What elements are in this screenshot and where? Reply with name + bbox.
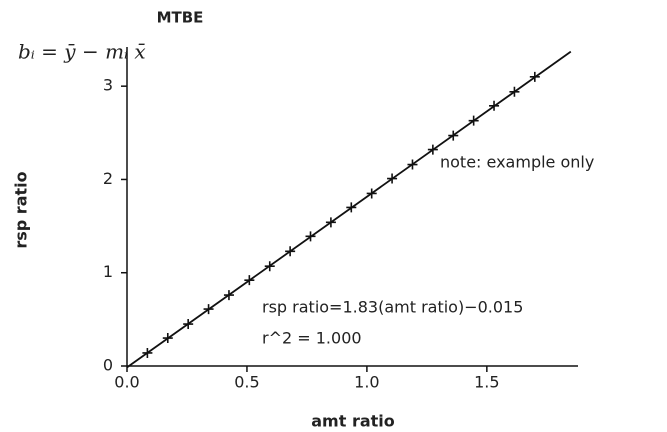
point	[489, 100, 500, 111]
y-tick-label: 2	[103, 169, 113, 188]
point	[264, 261, 275, 272]
annotation: note: example only	[440, 153, 594, 172]
point	[142, 347, 153, 358]
point	[285, 246, 296, 257]
annotation: r^2 = 1.000	[262, 329, 362, 348]
point	[183, 319, 194, 330]
point	[448, 130, 459, 141]
point	[529, 71, 540, 82]
fit-line	[126, 50, 572, 369]
y-tick-label: 1	[103, 262, 113, 281]
y-tick-label: 0	[103, 356, 113, 375]
point	[346, 202, 357, 213]
point	[387, 173, 398, 184]
point	[468, 115, 479, 126]
point	[366, 188, 377, 199]
point	[325, 217, 336, 228]
x-tick-label: 1.0	[354, 373, 379, 392]
point	[203, 304, 214, 315]
point	[223, 290, 234, 301]
x-tick-label: 0.0	[114, 373, 139, 392]
point	[427, 144, 438, 155]
formula: bᵢ = ȳ − mᵢ x̄	[18, 40, 146, 64]
y-axis-label: rsp ratio	[12, 171, 31, 248]
point	[305, 231, 316, 242]
x-tick-label: 0.5	[234, 373, 259, 392]
x-axis-label: amt ratio	[311, 412, 395, 431]
chart-title: MTBE	[157, 9, 204, 27]
point	[509, 86, 520, 97]
y-tick-label: 3	[103, 76, 113, 95]
point	[244, 275, 255, 286]
x-tick-label: 1.5	[474, 373, 499, 392]
point	[407, 159, 418, 170]
point	[162, 333, 173, 344]
annotation: rsp ratio=1.83(amt ratio)−0.015	[262, 298, 523, 317]
